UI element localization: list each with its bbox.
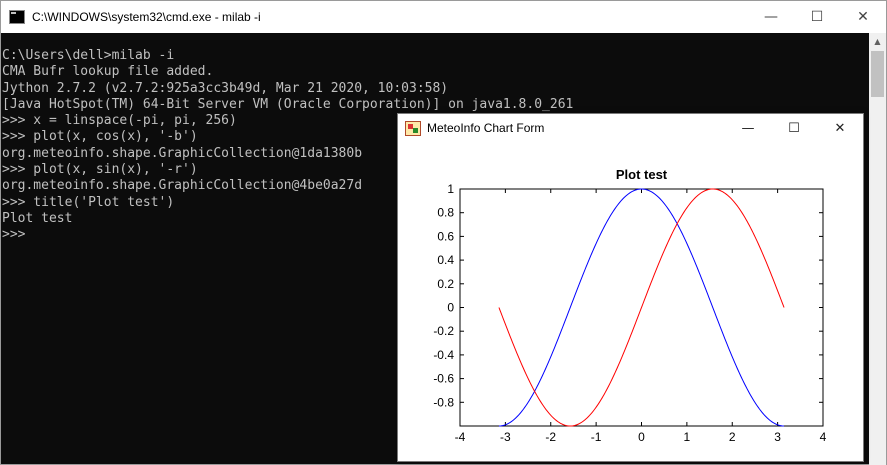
console-line: Jython 2.7.2 (v2.7.2:925a3cc3b49d, Mar 2… — [2, 80, 449, 96]
console-line: >>> — [2, 227, 26, 243]
console-line: org.meteoinfo.shape.GraphicCollection@1d… — [2, 145, 363, 161]
y-tick-label: -0.2 — [433, 324, 454, 338]
console-line: org.meteoinfo.shape.GraphicCollection@4b… — [2, 178, 363, 194]
series-line-1 — [498, 188, 785, 427]
minimize-icon[interactable]: — — [764, 9, 778, 25]
chart-maximize-icon[interactable]: ☐ — [788, 120, 800, 136]
console-line: CMA Bufr lookup file added. — [2, 64, 214, 80]
x-tick-label: -1 — [591, 430, 602, 444]
console-line: [Java HotSpot(TM) 64-Bit Server VM (Orac… — [2, 96, 574, 112]
y-tick-label: 0.2 — [437, 277, 454, 291]
y-tick-label: -0.8 — [433, 395, 454, 409]
x-tick-label: 2 — [729, 430, 736, 444]
chart-app-icon — [405, 120, 421, 136]
cmd-titlebar[interactable]: C:\WINDOWS\system32\cmd.exe - milab -i —… — [1, 1, 886, 33]
console-scrollbar[interactable]: ▲ — [869, 33, 886, 465]
console-output[interactable]: C:\Users\dell>milab -i CMA Bufr lookup fi… — [2, 48, 862, 458]
series-line-0 — [498, 188, 785, 427]
x-tick-label: 1 — [684, 430, 691, 444]
console-line: >>> plot(x, cos(x), '-b') — [2, 129, 198, 145]
y-tick-label: 1 — [447, 182, 454, 196]
y-tick-label: -0.4 — [433, 348, 454, 362]
y-tick-label: 0.6 — [437, 229, 454, 243]
x-tick-label: 3 — [774, 430, 781, 444]
chart-minimize-icon[interactable]: — — [741, 120, 755, 136]
console-line: C:\Users\dell>milab -i — [2, 48, 175, 63]
scroll-up-icon[interactable]: ▲ — [874, 37, 881, 46]
cmd-app-icon — [9, 10, 25, 24]
chart-titlebar[interactable]: MeteoInfo Chart Form — ☐ ✕ — [398, 114, 863, 142]
maximize-icon[interactable]: ☐ — [810, 9, 824, 25]
x-tick-label: -3 — [500, 430, 511, 444]
console-line: >>> plot(x, sin(x), '-r') — [2, 162, 198, 178]
y-tick-label: -0.6 — [433, 372, 454, 386]
x-tick-label: 4 — [820, 430, 827, 444]
scrollbar-thumb[interactable] — [871, 51, 884, 97]
console-line: Plot test — [2, 210, 73, 226]
chart-window-title: MeteoInfo Chart Form — [427, 121, 545, 135]
y-tick-label: 0.4 — [437, 253, 454, 267]
x-tick-label: -2 — [545, 430, 556, 444]
close-icon[interactable]: ✕ — [857, 9, 869, 25]
chart-close-icon[interactable]: ✕ — [834, 120, 846, 136]
y-tick-label: 0.8 — [437, 206, 454, 220]
plot-area: Plot test -4 -3 -2 -1 0 1 2 3 4 -0.8 -0.6 -0.4 -0.2 0 0… — [433, 167, 827, 444]
x-tick-label: -4 — [455, 430, 466, 444]
chart-window: MeteoInfo Chart Form — ☐ ✕ Plot test -4 -3… — [397, 113, 864, 462]
y-tick-label: 0 — [447, 301, 454, 315]
cmd-window-title: C:\WINDOWS\system32\cmd.exe - milab -i — [32, 10, 261, 24]
x-tick-label: 0 — [638, 430, 645, 444]
console-line: >>> title('Plot test') — [2, 194, 175, 210]
console-line: >>> x = linspace(-pi, pi, 256) — [2, 113, 237, 129]
chart-title: Plot test — [616, 167, 668, 182]
